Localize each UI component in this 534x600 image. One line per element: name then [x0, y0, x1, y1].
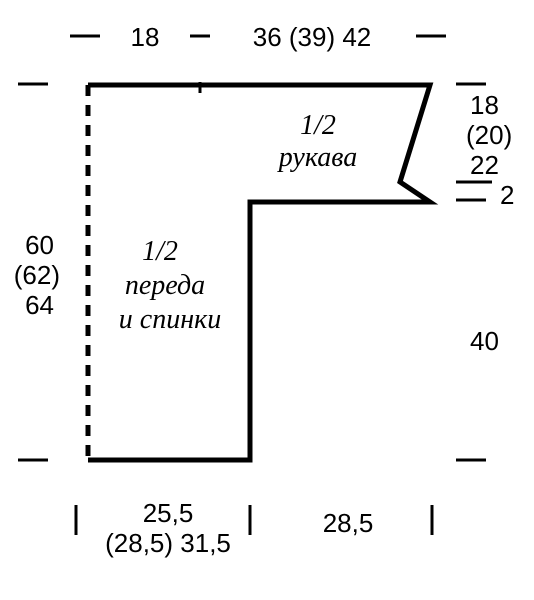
dim-r1a: 18: [470, 90, 499, 120]
dim-la: 60: [25, 230, 54, 260]
label-sleeve-2: рукава: [277, 142, 357, 173]
dim-lc: 64: [25, 290, 54, 320]
label-body-3: и спинки: [119, 304, 221, 335]
dim-lb: (62): [14, 260, 60, 290]
pattern-schematic: 1836 (39) 4218(20)2224060(62)6425,5(28,5…: [0, 0, 534, 600]
dim-r3: 40: [470, 326, 499, 356]
label-body-1: 1/2: [142, 236, 178, 267]
dim-top-36: 36 (39) 42: [253, 22, 372, 52]
dim-r2: 2: [500, 180, 514, 210]
dim-r1b: (20): [466, 120, 512, 150]
dim-bl-b: (28,5) 31,5: [105, 528, 231, 558]
label-body-2: переда: [125, 270, 205, 301]
dim-r1c: 22: [470, 150, 499, 180]
dim-bl-a: 25,5: [143, 498, 194, 528]
dim-br: 28,5: [323, 508, 374, 538]
dim-top-18: 18: [131, 22, 160, 52]
label-sleeve-1: 1/2: [300, 110, 336, 141]
